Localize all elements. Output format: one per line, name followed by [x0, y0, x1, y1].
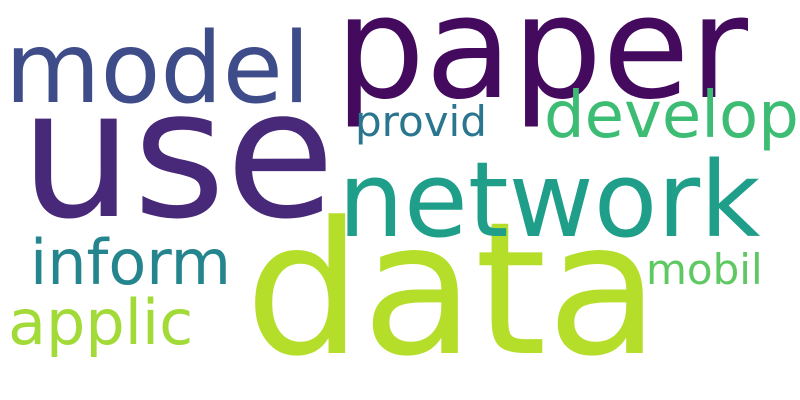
word-network: network	[338, 139, 761, 261]
word-mobil: mobil	[646, 245, 763, 294]
word-develop: develop	[544, 79, 799, 153]
word-model: model	[5, 12, 311, 126]
word-provid: provid	[355, 97, 487, 146]
word-paper: paper	[335, 0, 749, 131]
word-use: use	[20, 51, 336, 258]
word-applic: applic	[8, 286, 194, 359]
word-data: data	[245, 183, 660, 397]
word-inform: inform	[30, 226, 232, 299]
